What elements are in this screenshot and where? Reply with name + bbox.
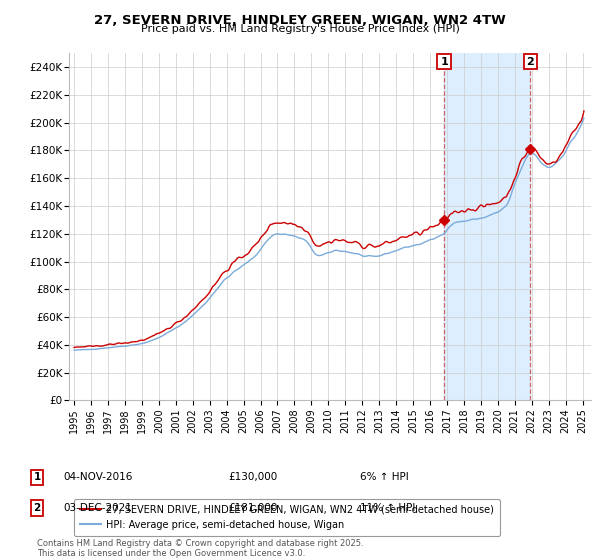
Text: 2: 2 <box>34 503 41 513</box>
Bar <box>444 53 530 400</box>
Text: 27, SEVERN DRIVE, HINDLEY GREEN, WIGAN, WN2 4TW: 27, SEVERN DRIVE, HINDLEY GREEN, WIGAN, … <box>94 14 506 27</box>
Text: £130,000: £130,000 <box>228 472 277 482</box>
Text: £181,000: £181,000 <box>228 503 277 513</box>
Legend: 27, SEVERN DRIVE, HINDLEY GREEN, WIGAN, WN2 4TW (semi-detached house), HPI: Aver: 27, SEVERN DRIVE, HINDLEY GREEN, WIGAN, … <box>74 499 500 535</box>
Text: 04-NOV-2016: 04-NOV-2016 <box>63 472 133 482</box>
Text: 6% ↑ HPI: 6% ↑ HPI <box>360 472 409 482</box>
Text: Price paid vs. HM Land Registry's House Price Index (HPI): Price paid vs. HM Land Registry's House … <box>140 24 460 34</box>
Text: 2: 2 <box>526 57 534 67</box>
Text: Contains HM Land Registry data © Crown copyright and database right 2025.
This d: Contains HM Land Registry data © Crown c… <box>37 539 364 558</box>
Text: 11% ↑ HPI: 11% ↑ HPI <box>360 503 415 513</box>
Text: 1: 1 <box>440 57 448 67</box>
Text: 03-DEC-2021: 03-DEC-2021 <box>63 503 132 513</box>
Text: 1: 1 <box>34 472 41 482</box>
